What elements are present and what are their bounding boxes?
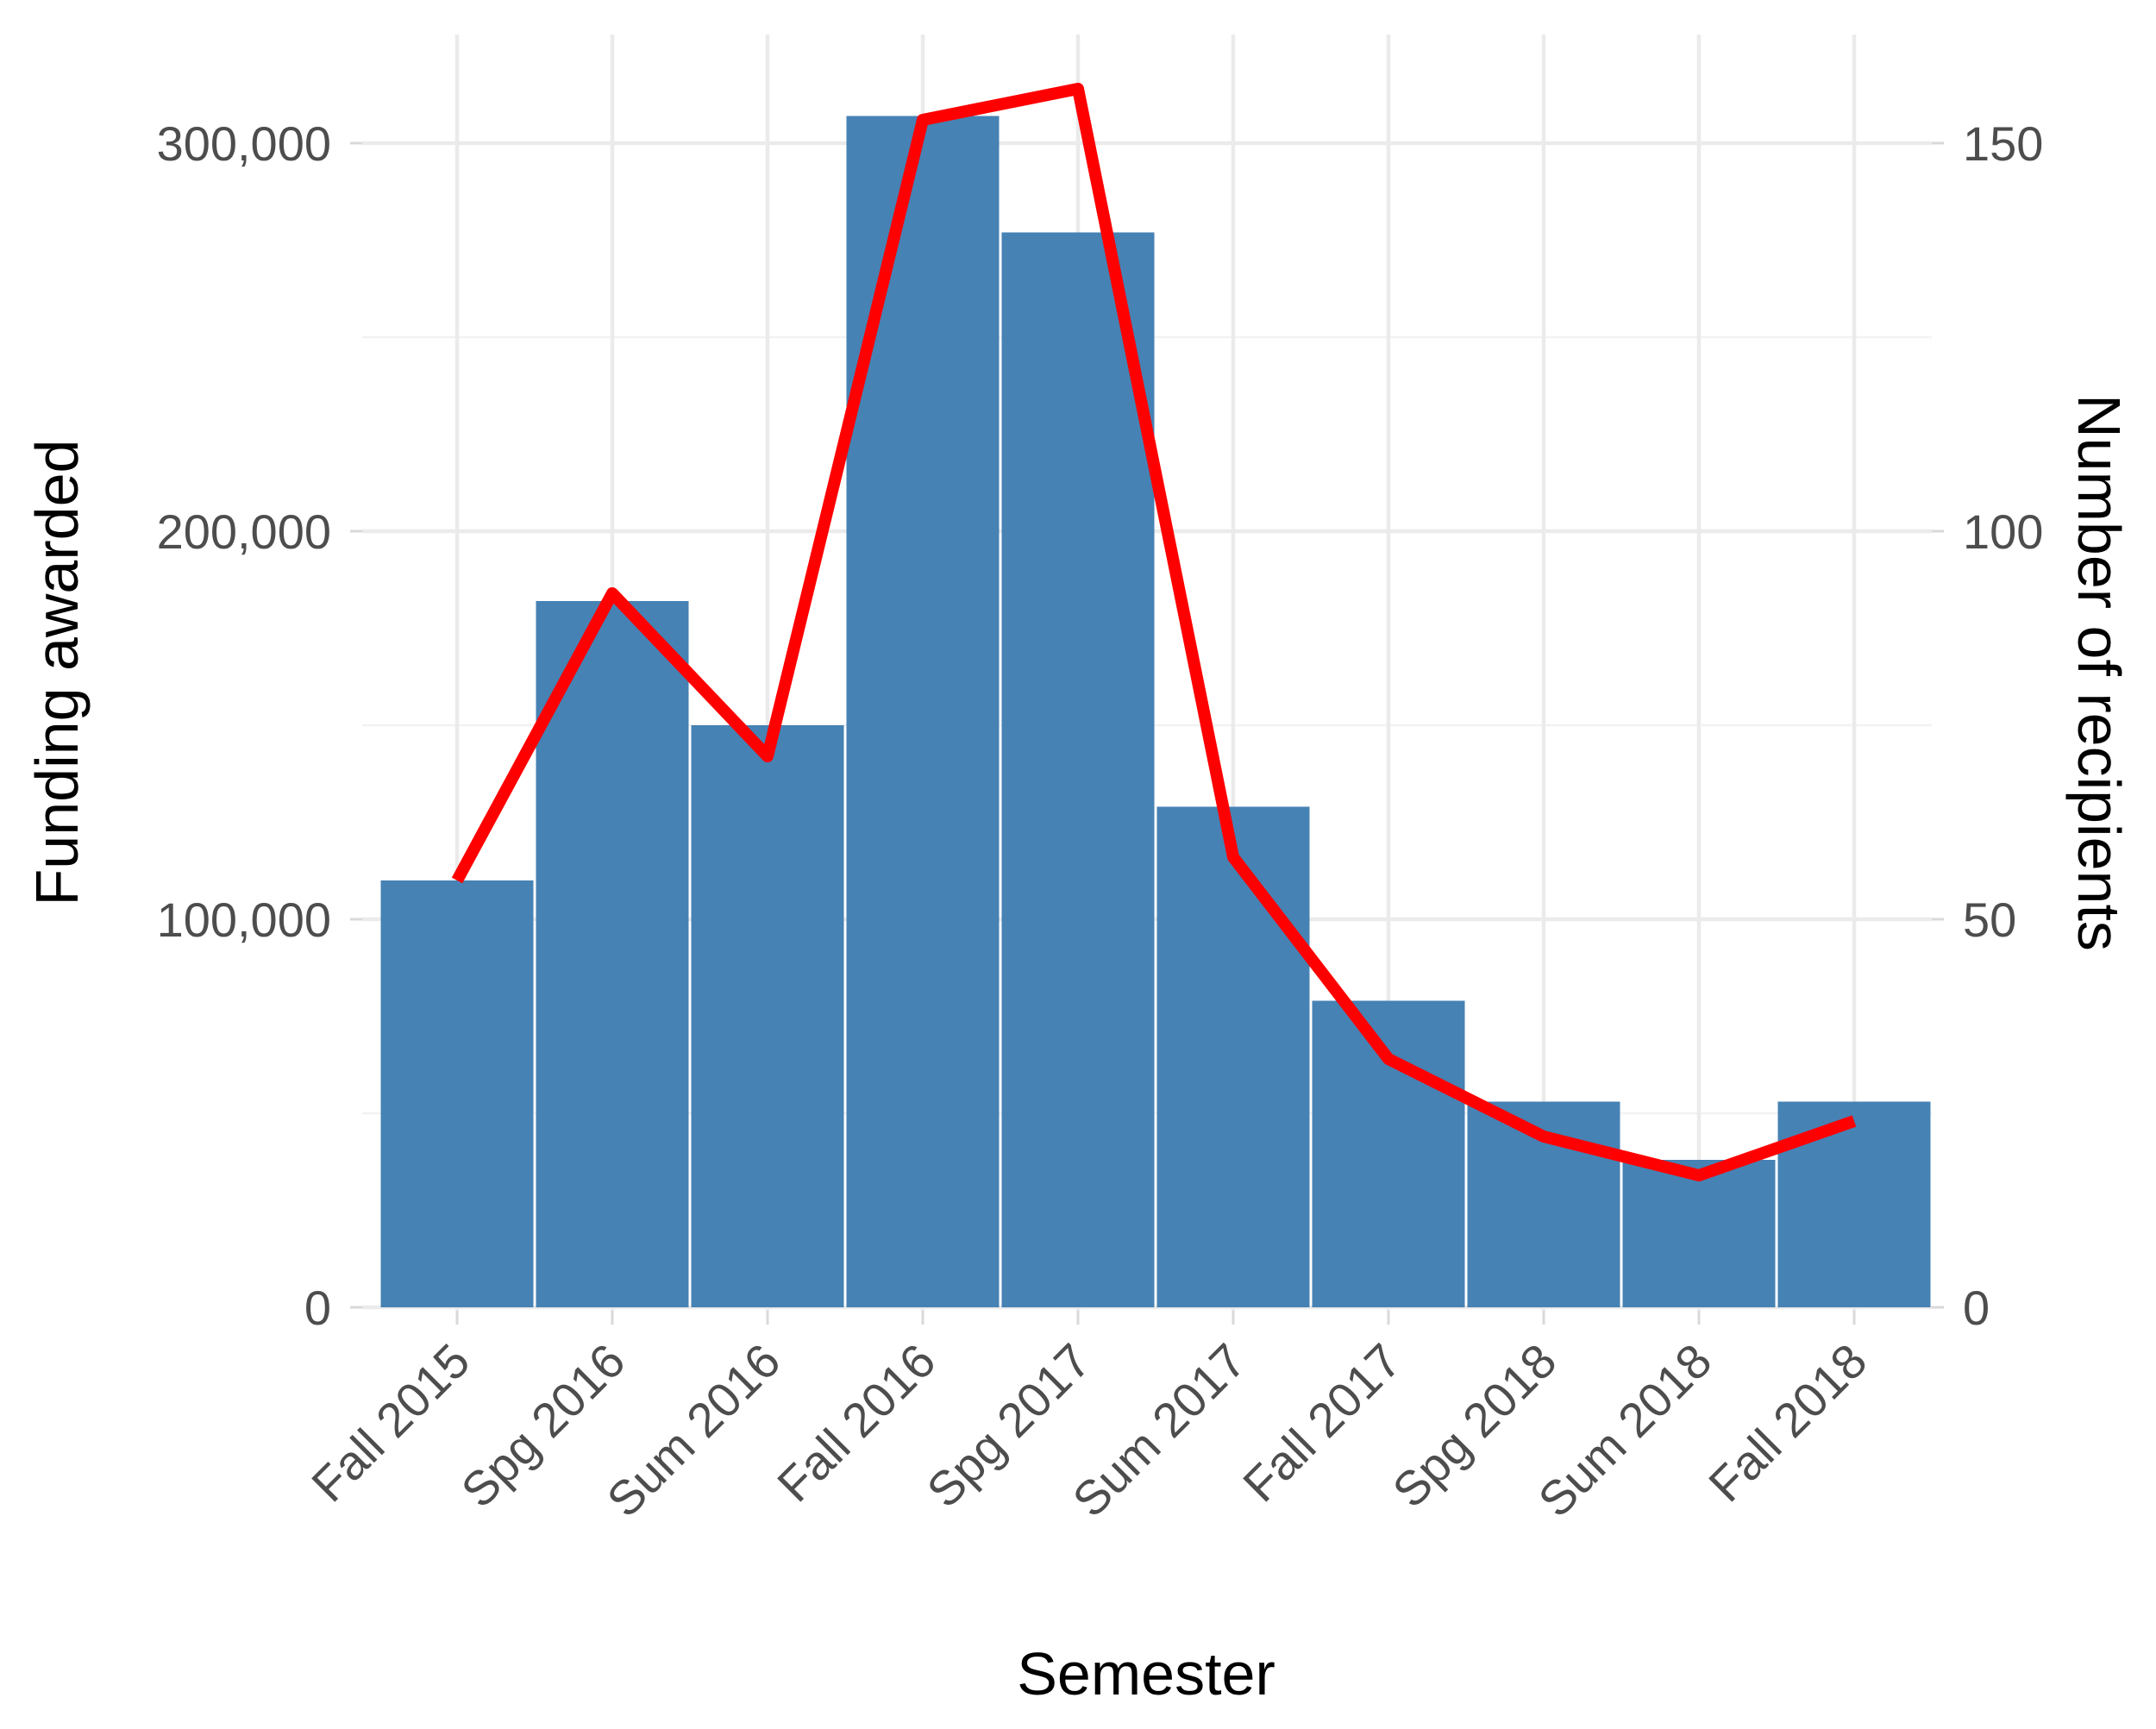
- funding-bar: [691, 725, 844, 1307]
- x-tick-label: Fall 2017: [1232, 1333, 1411, 1512]
- recipients-line-layer: [451, 83, 1857, 1181]
- x-tick-label: Fall 2018: [1698, 1333, 1877, 1512]
- left-tick-label: 100,000: [157, 893, 331, 947]
- right-tick-label: 100: [1963, 504, 2043, 559]
- left-tick-label: 0: [304, 1281, 331, 1335]
- y2-axis-title: Number of recipients: [2065, 394, 2133, 951]
- right-tick-label: 50: [1963, 893, 2016, 947]
- x-axis-title: Semester: [1017, 1640, 1275, 1707]
- funding-bar: [1156, 806, 1310, 1307]
- funding-bar: [1312, 1000, 1465, 1307]
- x-tick-label: Fall 2016: [767, 1333, 945, 1512]
- right-axis: 0 50 100 150: [1932, 116, 2043, 1335]
- funding-bar: [380, 880, 534, 1307]
- funding-bar: [1001, 232, 1155, 1307]
- funding-bar: [536, 601, 689, 1307]
- funding-bar: [846, 116, 1000, 1307]
- right-tick-label: 0: [1963, 1281, 1990, 1335]
- left-tick-label: 300,000: [157, 116, 331, 171]
- recipients-line: [451, 83, 1857, 1181]
- funding-bar: [1777, 1101, 1931, 1307]
- x-tick-label: Fall 2015: [301, 1333, 479, 1512]
- right-tick-label: 150: [1963, 116, 2043, 171]
- left-tick-label: 200,000: [157, 504, 331, 559]
- funding-bar: [1622, 1160, 1776, 1307]
- left-axis: 0 100,000 200,000 300,000: [157, 116, 362, 1335]
- y-axis-title: Funding awarded: [23, 440, 91, 906]
